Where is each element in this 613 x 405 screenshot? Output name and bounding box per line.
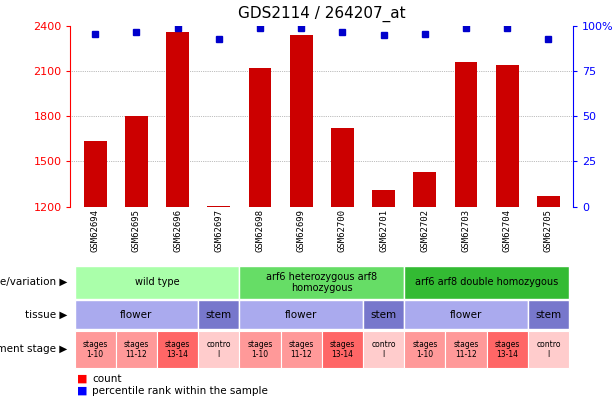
Bar bbox=[249, 68, 272, 207]
Text: flower: flower bbox=[450, 310, 482, 320]
Text: contro
l: contro l bbox=[536, 340, 561, 359]
Bar bbox=[198, 331, 240, 368]
Bar bbox=[116, 331, 157, 368]
Text: arf6 heterozygous arf8
homozygous: arf6 heterozygous arf8 homozygous bbox=[266, 272, 378, 293]
Text: genotype/variation ▶: genotype/variation ▶ bbox=[0, 277, 67, 288]
Text: GSM62699: GSM62699 bbox=[297, 209, 306, 252]
Text: GSM62695: GSM62695 bbox=[132, 209, 141, 252]
Bar bbox=[75, 331, 116, 368]
Bar bbox=[322, 331, 363, 368]
Text: GSM62705: GSM62705 bbox=[544, 209, 553, 252]
Text: flower: flower bbox=[285, 310, 318, 320]
Text: stages
1-10: stages 1-10 bbox=[83, 340, 108, 359]
Bar bbox=[331, 128, 354, 207]
Bar bbox=[84, 141, 107, 207]
Text: stages
13-14: stages 13-14 bbox=[165, 340, 190, 359]
Bar bbox=[455, 62, 478, 207]
Bar bbox=[198, 301, 240, 330]
Text: stages
13-14: stages 13-14 bbox=[495, 340, 520, 359]
Text: GSM62698: GSM62698 bbox=[256, 209, 265, 252]
Text: tissue ▶: tissue ▶ bbox=[25, 310, 67, 320]
Bar bbox=[75, 301, 198, 330]
Bar bbox=[281, 331, 322, 368]
Bar bbox=[240, 331, 281, 368]
Text: ■: ■ bbox=[77, 374, 87, 384]
Bar bbox=[414, 172, 436, 207]
Text: GSM62694: GSM62694 bbox=[91, 209, 100, 252]
Bar bbox=[363, 331, 404, 368]
Text: contro
l: contro l bbox=[207, 340, 231, 359]
Bar bbox=[496, 65, 519, 207]
Bar bbox=[166, 32, 189, 207]
Bar bbox=[528, 301, 569, 330]
Bar bbox=[446, 331, 487, 368]
Text: stages
1-10: stages 1-10 bbox=[247, 340, 273, 359]
Text: ■: ■ bbox=[77, 386, 87, 396]
Bar bbox=[240, 266, 404, 299]
Text: GSM62702: GSM62702 bbox=[421, 209, 429, 252]
Text: stem: stem bbox=[371, 310, 397, 320]
Text: percentile rank within the sample: percentile rank within the sample bbox=[92, 386, 268, 396]
Text: count: count bbox=[92, 374, 121, 384]
Text: stages
11-12: stages 11-12 bbox=[289, 340, 314, 359]
Bar bbox=[404, 266, 569, 299]
Bar bbox=[363, 301, 404, 330]
Text: stages
1-10: stages 1-10 bbox=[412, 340, 438, 359]
Text: stages
11-12: stages 11-12 bbox=[124, 340, 149, 359]
Text: contro
l: contro l bbox=[371, 340, 396, 359]
Text: GSM62697: GSM62697 bbox=[215, 209, 223, 252]
Bar bbox=[404, 331, 446, 368]
Text: GSM62701: GSM62701 bbox=[379, 209, 388, 252]
Text: flower: flower bbox=[120, 310, 153, 320]
Text: stem: stem bbox=[206, 310, 232, 320]
Text: GSM62704: GSM62704 bbox=[503, 209, 512, 252]
Bar bbox=[404, 301, 528, 330]
Text: development stage ▶: development stage ▶ bbox=[0, 344, 67, 354]
Text: stages
13-14: stages 13-14 bbox=[330, 340, 355, 359]
Text: stages
11-12: stages 11-12 bbox=[454, 340, 479, 359]
Bar bbox=[290, 35, 313, 207]
Bar bbox=[537, 196, 560, 207]
Text: GSM62696: GSM62696 bbox=[173, 209, 182, 252]
Bar bbox=[528, 331, 569, 368]
Bar bbox=[487, 331, 528, 368]
Text: stem: stem bbox=[535, 310, 562, 320]
Text: GSM62700: GSM62700 bbox=[338, 209, 347, 252]
Text: arf6 arf8 double homozygous: arf6 arf8 double homozygous bbox=[415, 277, 558, 288]
Title: GDS2114 / 264207_at: GDS2114 / 264207_at bbox=[238, 6, 406, 22]
Bar bbox=[75, 266, 240, 299]
Bar bbox=[125, 117, 148, 207]
Text: GSM62703: GSM62703 bbox=[462, 209, 471, 252]
Bar bbox=[372, 190, 395, 207]
Bar bbox=[240, 301, 363, 330]
Bar bbox=[157, 331, 198, 368]
Bar bbox=[207, 206, 230, 207]
Text: wild type: wild type bbox=[135, 277, 180, 288]
